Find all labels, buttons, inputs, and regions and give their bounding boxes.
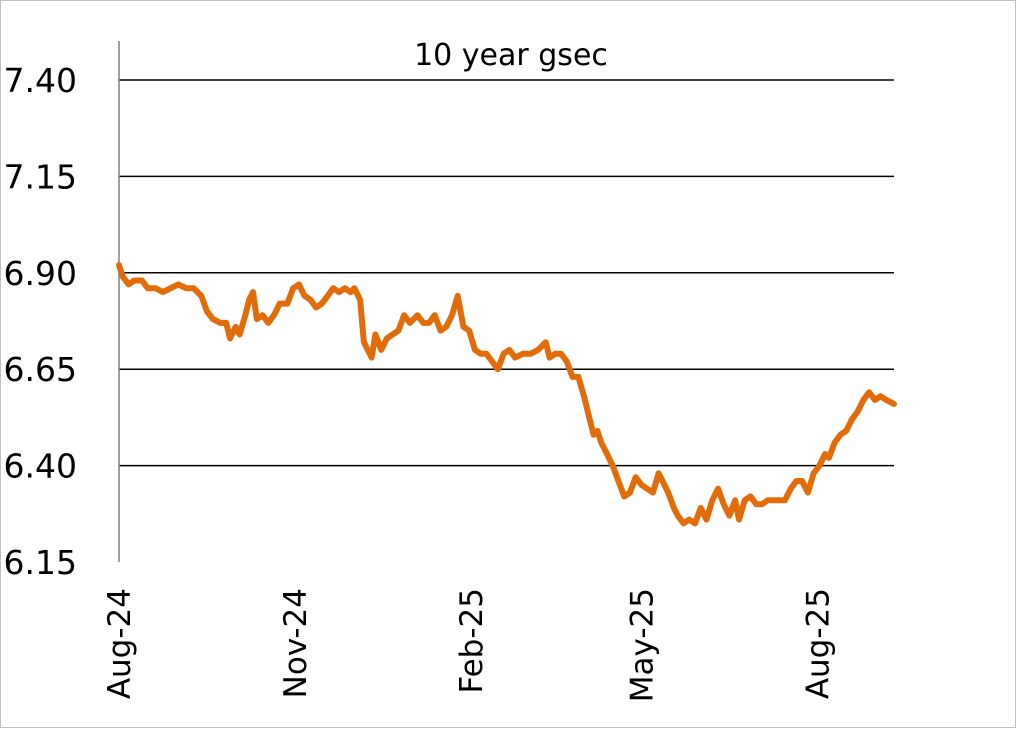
x-tick-label: Aug-24 bbox=[102, 588, 138, 699]
y-tick-label: 6.65 bbox=[4, 350, 77, 389]
y-tick-label: 7.40 bbox=[4, 61, 77, 100]
x-tick-label: May-25 bbox=[624, 588, 660, 702]
y-tick-label: 6.90 bbox=[4, 254, 77, 293]
series-line bbox=[116, 262, 897, 527]
x-tick-label: Aug-25 bbox=[800, 588, 836, 699]
series-group bbox=[116, 262, 897, 527]
y-tick-label: 6.15 bbox=[4, 543, 77, 582]
x-tick-label: Feb-25 bbox=[454, 588, 490, 694]
y-tick-label: 7.15 bbox=[4, 157, 77, 196]
gridlines bbox=[119, 79, 894, 467]
x-tick-label: Nov-24 bbox=[278, 588, 314, 698]
y-tick-label: 6.40 bbox=[4, 447, 77, 486]
y-tick-labels: 7.40 7.15 6.90 6.65 6.40 6.15 bbox=[4, 61, 77, 582]
chart-title: 10 year gsec bbox=[414, 38, 608, 73]
x-tick-labels: Aug-24 Nov-24 Feb-25 May-25 Aug-25 bbox=[102, 588, 836, 702]
